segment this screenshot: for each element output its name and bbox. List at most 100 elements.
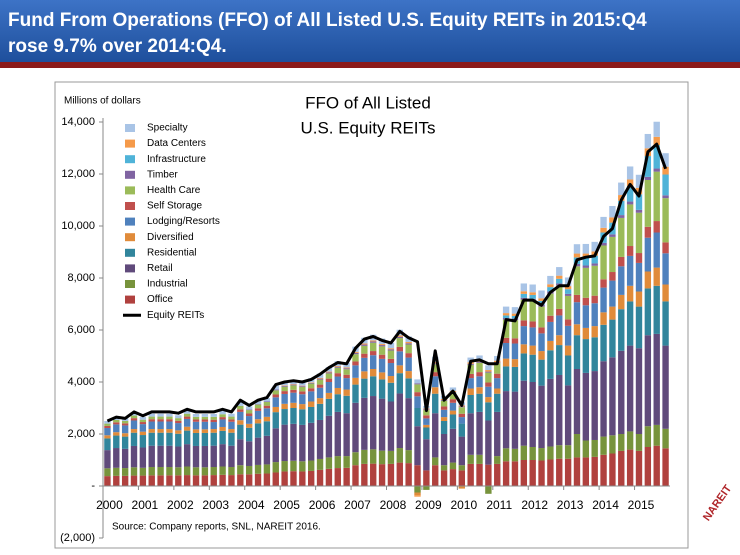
bar-segment [591,295,598,304]
bar-segment [183,444,191,467]
bar-segment [370,355,377,369]
bar-segment [308,383,315,389]
y-tick-label: 10,000 [61,220,95,232]
x-tick-label: 2014 [592,498,619,512]
bar-segment [582,327,590,340]
legend-swatch [125,202,135,210]
bar-segment [352,354,359,362]
bar-segment [564,289,572,294]
bar-segment [387,363,395,377]
bar-segment [245,416,253,424]
x-tick-label: 2007 [344,498,371,512]
bar-segment [609,217,616,223]
bar-segment [148,432,155,446]
bar-segment [405,357,412,372]
legend-label: Residential [147,247,196,258]
bar-segment [520,291,528,294]
x-tick-label: 2011 [486,498,512,512]
bar-segment [529,354,536,382]
bar-segment [263,408,271,417]
bar-segment [618,309,625,351]
bar-segment [104,423,111,426]
bar-segment [299,391,306,395]
bar-segment [653,145,660,169]
bar-segment [228,432,235,446]
bar-segment [254,404,262,405]
bar-segment [175,475,182,486]
bar-segment [556,315,563,336]
bar-segment [653,221,660,233]
bar-segment [502,337,510,343]
bar-segment [334,367,341,374]
bar-segment [370,342,377,352]
bar-segment [423,424,430,428]
bar-segment [175,430,182,434]
bar-segment [529,345,536,355]
bar-segment [334,366,341,368]
bar-segment [476,355,483,361]
bar-segment [325,398,333,416]
bar-segment [245,441,253,466]
bar-segment [494,411,501,457]
bar-segment [618,294,625,310]
bar-segment [192,432,200,446]
bar-segment [396,336,403,339]
total-line [106,142,668,423]
bar-segment [343,369,350,375]
bar-segment [476,376,483,388]
bar-segment [192,445,200,468]
bar-segment [378,346,386,355]
y-tick-label: 8,000 [67,272,95,284]
bar-segment [502,306,510,314]
bar-segment [219,444,226,467]
bar-segment [414,426,421,466]
bar-segment [662,448,669,486]
bar-segment [502,313,510,316]
bar-segment [556,308,563,316]
legend-swatch [125,155,135,164]
bar-segment [272,462,279,473]
bar-segment [485,420,492,465]
bar-segment [520,283,528,292]
bar-segment [644,179,652,227]
bar-segment [573,324,581,336]
bar-segment [458,407,465,414]
bar-segment [308,422,315,461]
bar-segment [618,256,625,267]
bar-segment [166,416,173,420]
bar-segment [547,287,554,292]
bar-segment [432,364,439,373]
bar-segment [635,291,643,307]
bar-segment [104,476,111,486]
bar-segment [228,419,235,422]
bar-segment [591,303,598,327]
legend-swatch [125,139,135,148]
bar-segment [237,474,244,486]
bar-segment [263,421,271,436]
bar-segment [201,467,209,476]
bar-segment [370,340,377,342]
bar-segment [538,448,545,461]
y-tick-label: (2,000) [60,532,95,544]
bar-segment [308,382,315,384]
bar-segment [476,387,483,394]
bar-segment [237,409,244,412]
bar-segment [228,429,235,433]
bar-segment [529,447,536,460]
banner-stripe [0,62,740,68]
bar-segment [626,179,634,186]
legend-swatch [125,295,135,304]
bar-segment [290,392,297,403]
bar-segment [626,201,634,205]
bar-segment [130,432,138,446]
bar-segment [272,428,279,463]
bar-segment [591,371,598,440]
bar-segment [423,410,430,416]
bar-segment [396,448,403,463]
legend-label: Specialty [147,123,188,134]
bar-segment [564,345,572,356]
bar-segment [237,411,244,421]
bar-segment [556,374,563,446]
x-tick-label: 2006 [309,498,336,512]
bar-segment [361,449,368,464]
